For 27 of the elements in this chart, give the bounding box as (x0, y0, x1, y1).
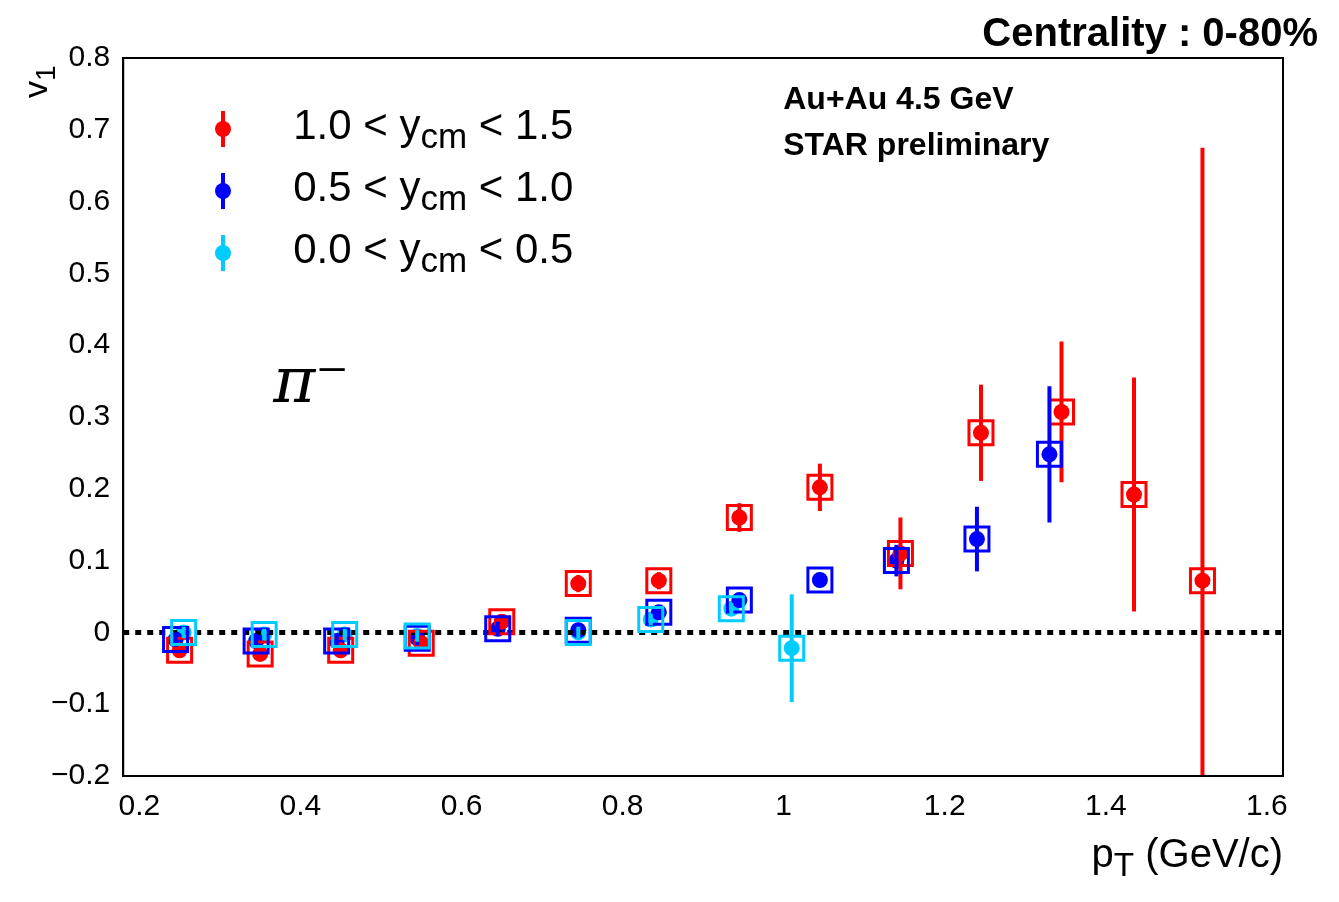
y-tick-label: 0.7 (68, 111, 111, 145)
x-axis-title: p$_{T}$ (GeV/c) (1091, 831, 1283, 884)
annotation: Au+Au 4.5 GeV (783, 80, 1014, 117)
y-tick-label: 0.3 (68, 398, 111, 432)
x-tick-label: 1.2 (923, 788, 966, 822)
y-tick-label: 0.4 (68, 326, 111, 360)
annotation: STAR preliminary (783, 126, 1050, 163)
x-tick-label: 0.2 (118, 788, 161, 822)
y-tick-label: 0.8 (68, 39, 111, 73)
x-tick-label: 1.6 (1246, 788, 1288, 822)
y-tick-label: 0.5 (68, 254, 111, 288)
y-tick-label: −0.1 (50, 685, 111, 719)
y-tick-label: −0.2 (50, 757, 111, 791)
y-tick-label: 0 (93, 613, 111, 647)
x-tick-label: 1.4 (1084, 788, 1127, 822)
x-tick-label: 1 (775, 788, 792, 822)
legend-label: 0.5 < y$_{cm}$ < 1.0 (293, 163, 574, 219)
y-tick-label: 0.2 (68, 470, 111, 504)
legend-label: 0.0 < y$_{cm}$ < 0.5 (293, 225, 574, 281)
x-tick-label: 0.4 (279, 788, 322, 822)
x-tick-label: 0.8 (601, 788, 644, 822)
annotation: π⁻ (273, 343, 350, 417)
x-tick-label: 0.6 (440, 788, 483, 822)
y-tick-label: 0.1 (68, 541, 111, 575)
chart-title: Centrality : 0-80% (982, 10, 1318, 55)
legend-label: 1.0 < y$_{cm}$ < 1.5 (293, 101, 574, 157)
y-tick-label: 0.6 (68, 182, 111, 216)
